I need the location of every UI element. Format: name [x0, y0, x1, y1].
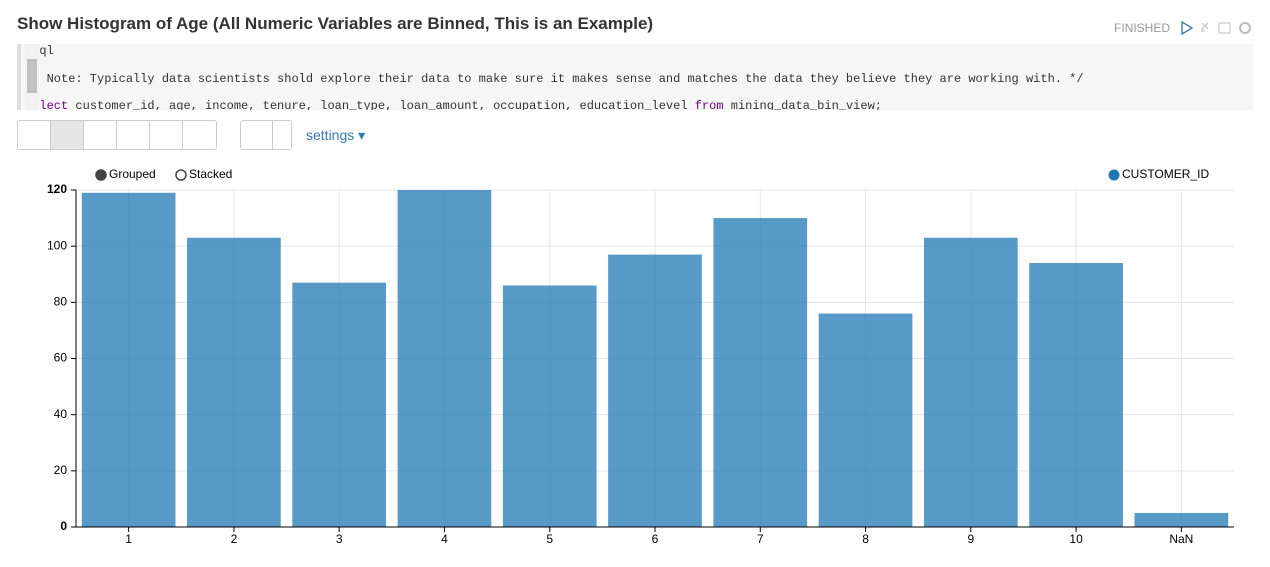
chart: Grouped Stacked CUSTOMER_ID 0 20 40 60 80 100 120… [47, 167, 1234, 546]
mode-radio[interactable] [175, 169, 187, 181]
area-button[interactable] [117, 121, 150, 149]
mode-radio[interactable] [95, 169, 107, 181]
chart-type-buttons [17, 120, 217, 150]
legend-marker [1108, 169, 1120, 181]
bar [608, 254, 702, 527]
bar [713, 218, 808, 528]
mode-label: Stacked [189, 167, 232, 181]
x-tick-label: 4 [441, 532, 448, 546]
paragraph-title: Show Histogram of Age (All Numeric Varia… [17, 14, 654, 33]
mode-label: Grouped [109, 167, 156, 181]
y-tick-label: 60 [54, 351, 68, 365]
keyword: from [694, 99, 724, 110]
code-line: select customer_id, age, income, tenure,… [25, 99, 882, 110]
x-tick-label: 8 [862, 532, 869, 546]
paragraph-controls[interactable] [1180, 20, 1260, 36]
pie-button[interactable] [84, 121, 117, 149]
x-tick-label: 5 [546, 532, 553, 546]
scatter-button[interactable] [183, 121, 216, 149]
bar-button[interactable] [51, 121, 84, 149]
settings-link[interactable]: settings ▾ [306, 127, 366, 143]
bar [818, 313, 913, 527]
bar [1134, 512, 1229, 527]
settings-text: settings [306, 127, 355, 143]
legend-label: CUSTOMER_ID [1122, 167, 1209, 181]
y-tick-label: 0 [60, 519, 67, 533]
keyword: select [25, 99, 69, 110]
x-tick-label: 2 [231, 532, 238, 546]
x-tick-label: 9 [967, 532, 974, 546]
bar [397, 190, 492, 527]
x-tick-label: 3 [336, 532, 343, 546]
x-tick-label: 6 [652, 532, 659, 546]
table: mining_data_bin_view; [730, 99, 882, 110]
bar [502, 285, 597, 527]
bar [81, 192, 176, 527]
line-button[interactable] [150, 121, 183, 149]
code-editor[interactable]: %sql /* Note: Typically data scientists … [17, 44, 1253, 110]
status: FINISHED [1114, 21, 1171, 35]
download-button[interactable] [241, 121, 273, 149]
y-tick-label: 40 [54, 407, 68, 421]
bar [187, 237, 281, 527]
x-tick-label: 7 [757, 532, 764, 546]
y-tick-label: 100 [47, 238, 67, 252]
download-dropdown[interactable] [273, 121, 291, 149]
y-tick-label: 20 [54, 463, 68, 477]
table-button[interactable] [18, 121, 51, 149]
bar [923, 237, 1018, 527]
scrollbar[interactable] [25, 44, 39, 110]
code-comment: /* Note: Typically data scientists shold… [25, 72, 1084, 86]
bar [292, 282, 387, 527]
x-tick-label: 1 [125, 532, 132, 546]
x-tick-label: NaN [1169, 532, 1193, 546]
y-tick-label: 120 [47, 182, 67, 196]
bar [1029, 263, 1123, 527]
x-tick-label: 10 [1069, 532, 1083, 546]
columns: customer_id, age, income, tenure, loan_t… [75, 99, 688, 110]
y-tick-label: 80 [54, 295, 68, 309]
download-buttons [240, 120, 292, 150]
